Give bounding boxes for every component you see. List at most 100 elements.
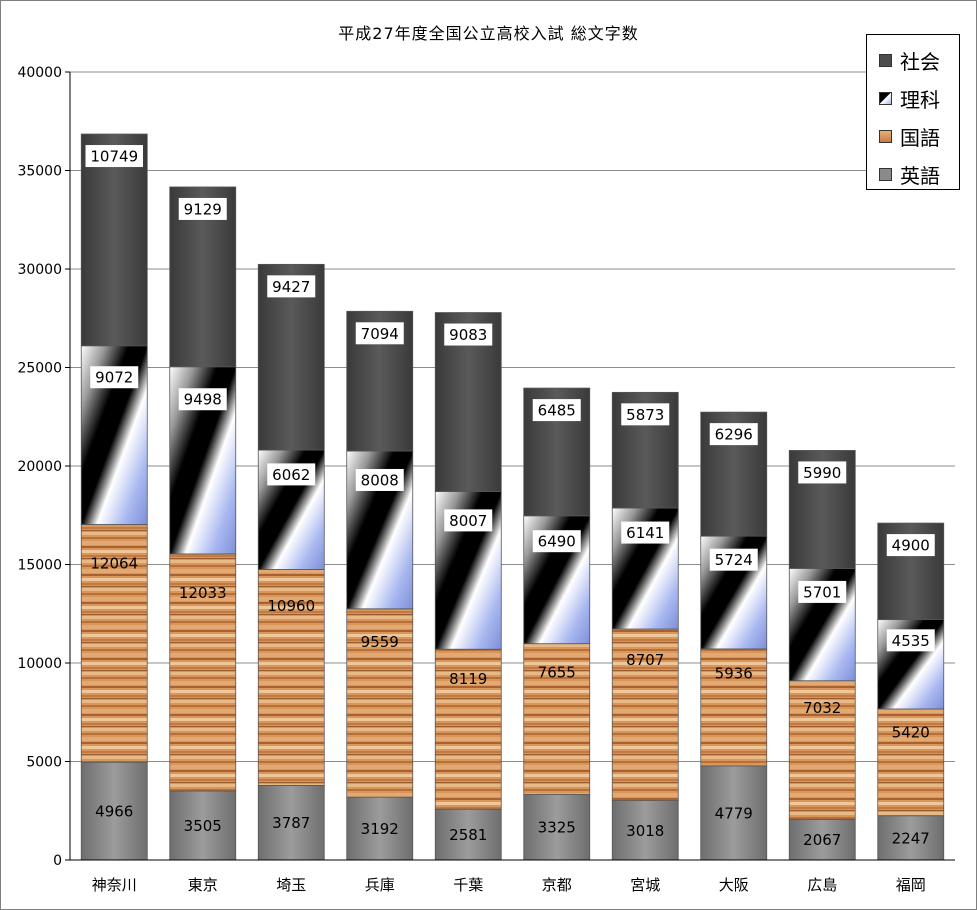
data-label-rika: 9498 bbox=[184, 391, 222, 409]
data-label-box bbox=[444, 509, 493, 532]
data-label-eigo: 2581 bbox=[449, 826, 487, 844]
data-label-box bbox=[85, 145, 143, 168]
data-label-box bbox=[709, 423, 758, 446]
bar-segment-eigo bbox=[611, 800, 679, 861]
legend-swatch-rika bbox=[879, 91, 892, 105]
data-label-rika: 8008 bbox=[361, 471, 399, 489]
legend-swatch-kokugo bbox=[879, 129, 892, 143]
data-label-box bbox=[532, 530, 581, 553]
data-label-eigo: 3325 bbox=[538, 819, 576, 837]
data-label-box bbox=[798, 580, 847, 603]
x-tick-label: 埼玉 bbox=[276, 876, 306, 894]
legend-item-eigo: 英語 bbox=[867, 155, 959, 193]
bar-segment-kokugo bbox=[877, 708, 945, 817]
x-tick-label: 兵庫 bbox=[365, 876, 395, 894]
data-label-box bbox=[886, 629, 935, 652]
data-label-box bbox=[798, 461, 847, 484]
data-label-shakai: 7094 bbox=[361, 325, 399, 343]
x-tick-label: 広島 bbox=[807, 876, 837, 894]
data-label-shakai: 9083 bbox=[449, 326, 487, 344]
data-label-box bbox=[532, 399, 581, 422]
bar-segment-kokugo bbox=[169, 553, 237, 792]
legend-label-eigo: 英語 bbox=[900, 163, 940, 188]
x-tick-label: 宮城 bbox=[630, 876, 660, 894]
data-label-box bbox=[90, 366, 139, 389]
bar-segment-kokugo bbox=[346, 608, 414, 798]
x-tick-label: 千葉 bbox=[453, 876, 483, 894]
data-label-shakai: 9427 bbox=[272, 278, 310, 296]
bar-segment-shakai bbox=[80, 133, 148, 347]
data-labels-layer: 4966 12064 9072 10749 3505 12033 9498 9129 3787 1… bbox=[85, 145, 935, 849]
data-label-kokugo: 9559 bbox=[361, 633, 399, 651]
data-label-box bbox=[267, 463, 316, 486]
data-label-eigo: 3787 bbox=[272, 814, 310, 832]
data-label-eigo: 3192 bbox=[361, 820, 399, 838]
legend-label-rika: 理科 bbox=[900, 87, 940, 112]
data-label-rika: 5724 bbox=[715, 551, 753, 569]
data-label-kokugo: 12064 bbox=[90, 555, 138, 573]
bar-segment-kokugo bbox=[788, 680, 856, 820]
data-label-kokugo: 12033 bbox=[179, 584, 227, 602]
x-tick-label: 京都 bbox=[542, 876, 572, 894]
data-label-box bbox=[709, 548, 758, 571]
y-tick-label: 10000 bbox=[17, 656, 62, 672]
data-label-rika: 4535 bbox=[892, 632, 930, 650]
data-label-kokugo: 8119 bbox=[449, 670, 487, 688]
data-label-kokugo: 5936 bbox=[715, 664, 753, 682]
data-label-eigo: 4966 bbox=[95, 803, 133, 821]
data-label-shakai: 5873 bbox=[626, 406, 664, 424]
bar-segment-kokugo bbox=[257, 569, 325, 786]
data-label-rika: 9072 bbox=[95, 369, 133, 387]
data-label-box bbox=[178, 388, 227, 411]
data-label-box bbox=[621, 403, 670, 426]
data-label-box bbox=[621, 521, 670, 544]
data-label-kokugo: 5420 bbox=[892, 723, 930, 741]
x-tick-label: 神奈川 bbox=[92, 876, 137, 894]
bar-segment-kokugo bbox=[434, 648, 502, 810]
data-label-rika: 6062 bbox=[272, 466, 310, 484]
bar-segment-kokugo bbox=[611, 628, 679, 801]
data-label-box bbox=[267, 275, 316, 298]
data-label-shakai: 6485 bbox=[538, 402, 576, 420]
y-tick-label: 30000 bbox=[17, 262, 62, 278]
x-tick-label: 東京 bbox=[188, 876, 218, 894]
data-label-box bbox=[444, 323, 493, 346]
legend-label-shakai: 社会 bbox=[900, 49, 940, 74]
chart-title: 平成27年度全国公立高校入試 総文字数 bbox=[338, 24, 639, 43]
data-label-kokugo: 10960 bbox=[267, 597, 315, 615]
data-label-shakai: 5990 bbox=[803, 464, 841, 482]
y-tick-label: 25000 bbox=[17, 361, 62, 377]
legend-swatch-shakai bbox=[879, 53, 892, 67]
data-label-box bbox=[178, 197, 227, 220]
data-label-shakai: 9129 bbox=[184, 200, 222, 218]
data-label-box bbox=[355, 468, 404, 491]
data-label-eigo: 3018 bbox=[626, 822, 664, 840]
data-label-eigo: 4779 bbox=[715, 804, 753, 822]
data-label-rika: 5701 bbox=[803, 583, 841, 601]
y-tick-label: 5000 bbox=[26, 755, 62, 771]
bars-layer bbox=[80, 133, 945, 861]
y-tick-label: 35000 bbox=[17, 164, 62, 180]
bar-segment-kokugo bbox=[523, 643, 591, 795]
data-label-shakai: 4900 bbox=[892, 537, 930, 555]
bar-segment-kokugo bbox=[80, 524, 148, 763]
data-label-eigo: 2067 bbox=[803, 831, 841, 849]
y-tick-label: 0 bbox=[53, 853, 62, 869]
x-tick-label: 福岡 bbox=[896, 876, 926, 894]
data-label-kokugo: 8707 bbox=[626, 651, 664, 669]
x-tick-label: 大阪 bbox=[719, 876, 749, 894]
data-label-eigo: 2247 bbox=[892, 829, 930, 847]
data-label-eigo: 3505 bbox=[184, 817, 222, 835]
legend: 社会 理科 国語 英語 bbox=[866, 34, 960, 190]
axis-layer: 0 5000 10000 15000 20000 25000 30000 35000 40000… bbox=[17, 65, 955, 894]
legend-item-shakai: 社会 bbox=[867, 41, 959, 79]
data-label-box bbox=[355, 322, 404, 345]
legend-label-kokugo: 国語 bbox=[900, 125, 940, 150]
legend-item-kokugo: 国語 bbox=[867, 117, 959, 155]
data-label-box bbox=[886, 534, 935, 557]
data-label-shakai: 10749 bbox=[90, 148, 138, 166]
bar-segment-eigo bbox=[169, 790, 237, 861]
legend-item-rika: 理科 bbox=[867, 79, 959, 117]
data-label-rika: 6490 bbox=[538, 533, 576, 551]
